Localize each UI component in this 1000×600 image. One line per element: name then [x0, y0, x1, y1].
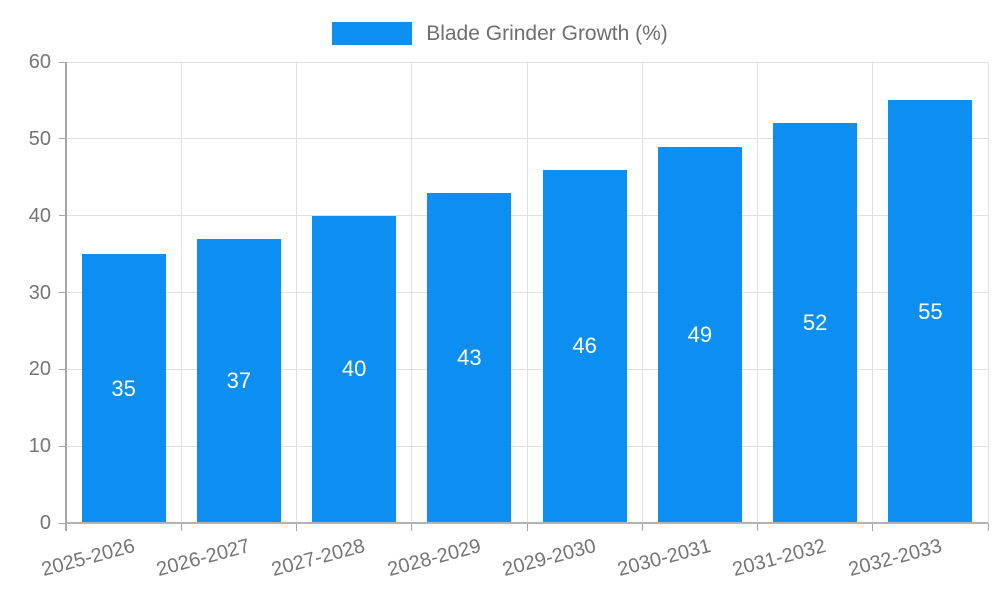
x-gridline [872, 62, 874, 523]
bar-value-label: 52 [802, 310, 828, 336]
y-tick-mark [59, 215, 66, 217]
y-tick-label: 40 [28, 204, 51, 227]
bar[interactable]: 52 [773, 123, 858, 523]
y-tick-mark [59, 61, 66, 63]
y-tick-mark [59, 368, 66, 370]
bar-value-label: 43 [457, 344, 482, 370]
x-gridline [180, 62, 182, 523]
x-gridline [641, 62, 643, 523]
x-gridline [411, 62, 413, 523]
bar[interactable]: 37 [196, 238, 281, 523]
bar-value-label: 35 [111, 375, 136, 401]
x-axis-label: 2025-2026 [39, 535, 138, 582]
x-axis-label: 2028-2029 [384, 535, 484, 582]
legend: Blade Grinder Growth (%) [0, 16, 1000, 50]
x-axis-label: 2032-2033 [845, 535, 945, 582]
x-axis-label: 2030-2031 [615, 535, 714, 582]
bar[interactable]: 40 [312, 215, 397, 523]
x-tick-mark [641, 523, 643, 531]
bar-value-label: 49 [687, 321, 713, 347]
x-gridline [757, 62, 758, 523]
x-axis-label: 2026-2027 [154, 535, 253, 582]
x-tick-mark [987, 523, 989, 531]
x-axis-label: 2027-2028 [269, 535, 368, 582]
y-tick-label: 10 [28, 435, 51, 458]
y-tick-mark [59, 138, 66, 140]
y-tick-label: 50 [28, 127, 51, 150]
y-tick-label: 30 [28, 281, 51, 304]
x-tick-mark [180, 523, 182, 531]
bar[interactable]: 35 [81, 254, 166, 523]
y-tick-label: 20 [28, 358, 51, 381]
bar-value-label: 46 [572, 333, 597, 359]
bar[interactable]: 55 [888, 100, 973, 523]
x-axis-line [66, 522, 988, 524]
x-gridline [296, 62, 297, 523]
x-tick-mark [872, 523, 874, 531]
x-tick-mark [757, 523, 758, 531]
bar[interactable]: 43 [427, 192, 512, 523]
x-tick-mark [526, 523, 528, 531]
bar-value-label: 37 [226, 367, 252, 393]
x-tick-mark [411, 523, 413, 531]
x-gridline [526, 62, 528, 523]
bar[interactable]: 46 [542, 169, 627, 523]
bar-value-label: 55 [918, 298, 943, 324]
x-axis-label: 2031-2032 [730, 535, 829, 582]
legend-swatch [332, 21, 413, 45]
x-gridline [987, 62, 989, 523]
bar[interactable]: 49 [657, 146, 742, 523]
legend-label: Blade Grinder Growth (%) [426, 21, 668, 45]
y-tick-label: 0 [39, 512, 51, 534]
y-tick-label: 60 [28, 51, 51, 73]
x-axis-label: 2029-2030 [500, 535, 599, 582]
y-tick-mark [59, 522, 66, 524]
y-axis-line [65, 62, 67, 531]
bar-value-label: 40 [341, 356, 367, 382]
y-tick-mark [59, 292, 66, 293]
y-tick-mark [59, 445, 66, 447]
x-tick-mark [296, 523, 297, 531]
